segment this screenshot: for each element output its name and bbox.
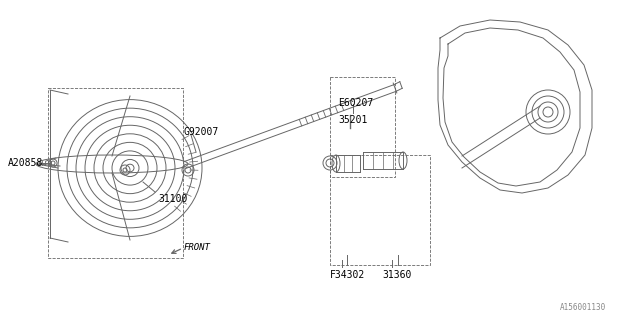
Text: 35201: 35201 [338,115,367,125]
Text: A156001130: A156001130 [560,303,606,312]
Text: G92007: G92007 [183,127,218,137]
Text: 31360: 31360 [382,270,412,280]
Text: 31100: 31100 [158,194,188,204]
Text: A20858: A20858 [8,158,44,168]
Text: E60207: E60207 [338,98,373,108]
Bar [330,155,430,265]
Text: FRONT: FRONT [184,244,211,252]
Text: F34302: F34302 [330,270,365,280]
Bar [48,88,183,258]
Bar [330,77,395,177]
